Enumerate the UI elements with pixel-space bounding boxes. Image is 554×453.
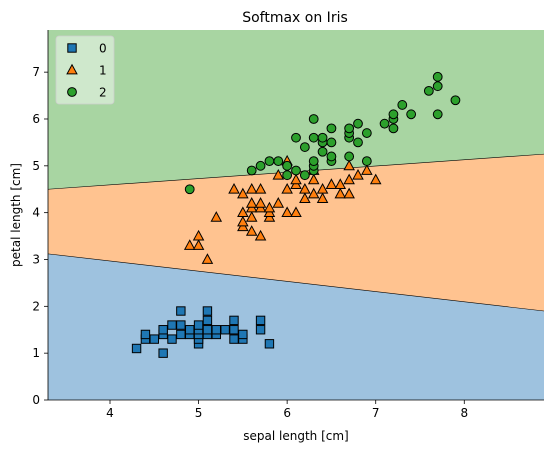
- data-point: [300, 143, 309, 152]
- y-tick-label: 0: [32, 393, 40, 407]
- data-point: [345, 152, 354, 161]
- y-tick-label: 1: [32, 346, 40, 360]
- data-point: [203, 316, 211, 324]
- data-point: [433, 82, 442, 91]
- data-point: [345, 124, 354, 133]
- data-point: [203, 326, 211, 334]
- x-tick-label: 5: [195, 406, 203, 420]
- data-point: [380, 119, 389, 128]
- x-tick-label: 7: [372, 406, 380, 420]
- data-point: [407, 110, 416, 119]
- data-point: [354, 138, 363, 147]
- data-point: [230, 326, 238, 334]
- data-point: [451, 96, 460, 105]
- data-point: [309, 115, 318, 124]
- legend-label-0: 0: [99, 42, 107, 56]
- data-point: [433, 110, 442, 119]
- data-point: [230, 316, 238, 324]
- data-point: [292, 166, 301, 175]
- data-point: [230, 335, 238, 343]
- data-point: [327, 152, 336, 161]
- data-point: [265, 340, 273, 348]
- x-tick-label: 6: [283, 406, 291, 420]
- data-point: [389, 110, 398, 119]
- data-point: [300, 171, 309, 180]
- data-point: [256, 161, 265, 170]
- legend: 0 1 2: [56, 36, 114, 104]
- data-point: [177, 330, 185, 338]
- legend-marker-2: [68, 88, 77, 97]
- legend-label-2: 2: [99, 86, 107, 100]
- data-point: [362, 157, 371, 166]
- data-point: [168, 335, 176, 343]
- data-point: [177, 307, 185, 315]
- data-point: [318, 133, 327, 142]
- data-point: [247, 166, 256, 175]
- data-point: [327, 138, 336, 147]
- data-point: [256, 316, 264, 324]
- data-point: [256, 326, 264, 334]
- data-point: [274, 157, 283, 166]
- data-point: [185, 185, 194, 194]
- data-point: [150, 335, 158, 343]
- data-point: [203, 307, 211, 315]
- data-point: [186, 326, 194, 334]
- x-tick-label: 8: [460, 406, 468, 420]
- y-tick-label: 2: [32, 299, 40, 313]
- legend-marker-0: [68, 44, 76, 52]
- data-point: [212, 326, 220, 334]
- data-point: [283, 161, 292, 170]
- data-point: [141, 330, 149, 338]
- data-point: [168, 321, 176, 329]
- legend-label-1: 1: [99, 64, 107, 78]
- data-point: [433, 72, 442, 81]
- data-point: [309, 133, 318, 142]
- data-point: [265, 157, 274, 166]
- chart-title: Softmax on Iris: [242, 10, 348, 26]
- data-point: [159, 349, 167, 357]
- data-point: [159, 326, 167, 334]
- x-tick-label: 4: [106, 406, 114, 420]
- data-point: [132, 344, 140, 352]
- y-tick-label: 5: [32, 159, 40, 173]
- data-point: [362, 129, 371, 138]
- data-point: [327, 124, 336, 133]
- data-point: [398, 101, 407, 110]
- data-point: [318, 147, 327, 156]
- data-point: [309, 157, 318, 166]
- y-tick-label: 6: [32, 112, 40, 126]
- y-axis-label: petal length [cm]: [9, 163, 23, 267]
- data-point: [424, 86, 433, 95]
- data-point: [194, 321, 202, 329]
- data-point: [239, 330, 247, 338]
- data-point: [177, 321, 185, 329]
- data-point: [283, 171, 292, 180]
- y-tick-label: 3: [32, 252, 40, 266]
- y-tick-label: 4: [32, 206, 40, 220]
- data-point: [221, 326, 229, 334]
- x-axis-label: sepal length [cm]: [243, 429, 348, 443]
- data-point: [389, 124, 398, 133]
- data-point: [354, 119, 363, 128]
- data-point: [292, 133, 301, 142]
- y-tick-label: 7: [32, 65, 40, 79]
